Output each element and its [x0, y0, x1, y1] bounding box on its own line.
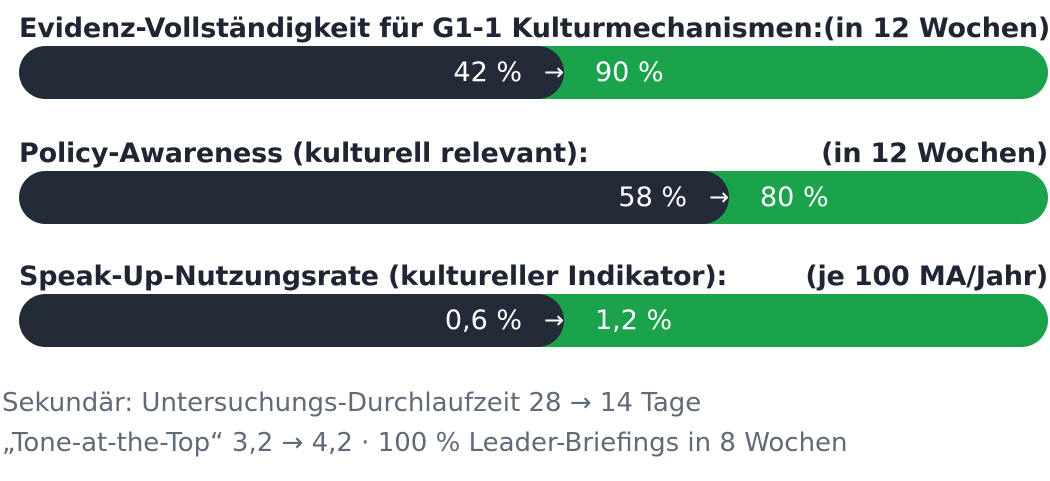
metric-speak-up-rate: Speak-Up-Nutzungsrate (kultureller Indik… [19, 248, 1048, 347]
note-line: „Tone-at-the-Top“ 3,2 → 4,2 · 100 % Lead… [2, 428, 848, 458]
metric-period: (in 12 Wochen) [823, 13, 1050, 44]
secondary-notes: Sekundär: Untersuchungs-Durchlaufzeit 28… [2, 383, 848, 463]
metric-period: (in 12 Wochen) [821, 138, 1048, 169]
metric-header: Evidenz-Vollständigkeit für G1-1 Kulturm… [19, 0, 1050, 44]
progress-bar: 58 % → 80 % [19, 171, 1048, 224]
current-value: 58 % [618, 182, 687, 213]
current-value: 42 % [453, 57, 522, 88]
current-value: 0,6 % [444, 305, 522, 336]
note-line: Sekundär: Untersuchungs-Durchlaufzeit 28… [2, 388, 702, 418]
metric-header: Speak-Up-Nutzungsrate (kultureller Indik… [19, 248, 1048, 292]
progress-current-fill [19, 294, 564, 347]
target-value: 80 % [760, 182, 829, 213]
metric-policy-awareness: Policy-Awareness (kulturell relevant): (… [19, 125, 1048, 224]
progress-bar: 0,6 % → 1,2 % [19, 294, 1048, 347]
metric-evidence-completeness: Evidenz-Vollständigkeit für G1-1 Kulturm… [19, 0, 1050, 99]
metric-period: (je 100 MA/Jahr) [805, 261, 1048, 292]
metric-label: Evidenz-Vollständigkeit für G1-1 Kulturm… [19, 13, 824, 44]
progress-current-fill [19, 171, 729, 224]
target-value: 1,2 % [595, 305, 673, 336]
metric-label: Speak-Up-Nutzungsrate (kultureller Indik… [19, 261, 728, 292]
target-value: 90 % [595, 57, 664, 88]
metric-header: Policy-Awareness (kulturell relevant): (… [19, 125, 1048, 169]
progress-bar: 42 % → 90 % [19, 46, 1048, 99]
metric-label: Policy-Awareness (kulturell relevant): [19, 138, 589, 169]
arrow-right-icon: → [544, 306, 565, 334]
arrow-right-icon: → [544, 58, 565, 86]
arrow-right-icon: → [709, 183, 730, 211]
progress-current-fill [19, 46, 564, 99]
